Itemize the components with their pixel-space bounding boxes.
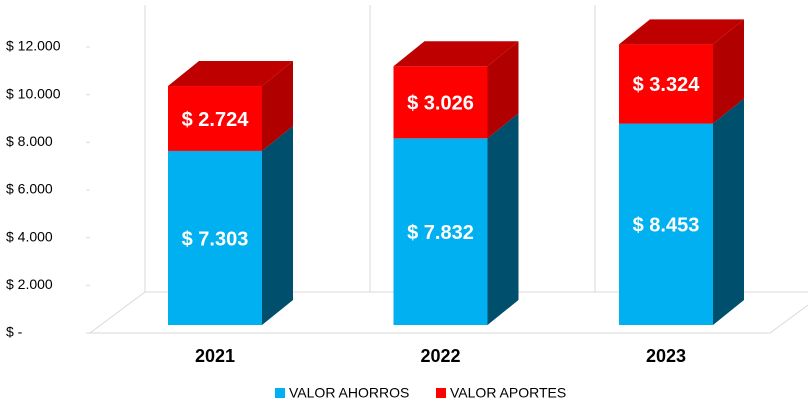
bar-side: [487, 113, 519, 325]
x-tick-label: 2022: [420, 346, 460, 366]
x-tick-label: 2021: [195, 346, 235, 366]
value-label: $ 3.324: [633, 74, 701, 96]
bar-front: [619, 123, 713, 325]
value-label: $ 3.026: [407, 93, 474, 115]
bar-front: [168, 150, 262, 325]
y-tick-label: $ 2.000: [6, 276, 53, 292]
legend-swatch: [275, 388, 285, 398]
bar-top: [168, 61, 293, 87]
bar-segment: [619, 19, 744, 124]
bar-side: [713, 19, 744, 124]
bar-segment: [393, 113, 519, 325]
bar-segment: [393, 41, 519, 139]
y-tick-label: $ 4.000: [6, 228, 53, 244]
y-tick-label: $ 8.000: [6, 133, 53, 149]
floor: [89, 5, 809, 334]
y-tick-label: $ 12.000: [6, 38, 61, 54]
value-label: $ 7.303: [182, 228, 249, 250]
bar-segment: [619, 98, 744, 325]
bar-side: [262, 61, 293, 151]
y-tick-label: $ 6.000: [6, 181, 53, 197]
bar-top: [393, 41, 519, 67]
bar-side: [487, 41, 519, 139]
legend-label: VALOR AHORROS: [289, 385, 409, 401]
bar-segment: [168, 61, 293, 151]
bar-side: [713, 98, 744, 325]
legend-swatch: [436, 388, 446, 398]
bar-front: [168, 86, 262, 151]
bar-top: [619, 19, 744, 45]
x-tick-label: 2023: [646, 346, 686, 366]
y-tick-label: $ -: [6, 324, 23, 340]
y-tick-label: $ 10.000: [6, 85, 61, 101]
legend-label: VALOR APORTES: [450, 385, 566, 401]
bar-front: [619, 44, 713, 124]
value-label: $ 8.453: [633, 215, 700, 237]
value-label: $ 2.724: [182, 109, 250, 131]
bar-front: [393, 138, 488, 325]
bar-segment: [168, 125, 293, 326]
value-label: $ 7.832: [407, 222, 474, 244]
bar-front: [393, 66, 488, 139]
bar-side: [262, 125, 293, 326]
